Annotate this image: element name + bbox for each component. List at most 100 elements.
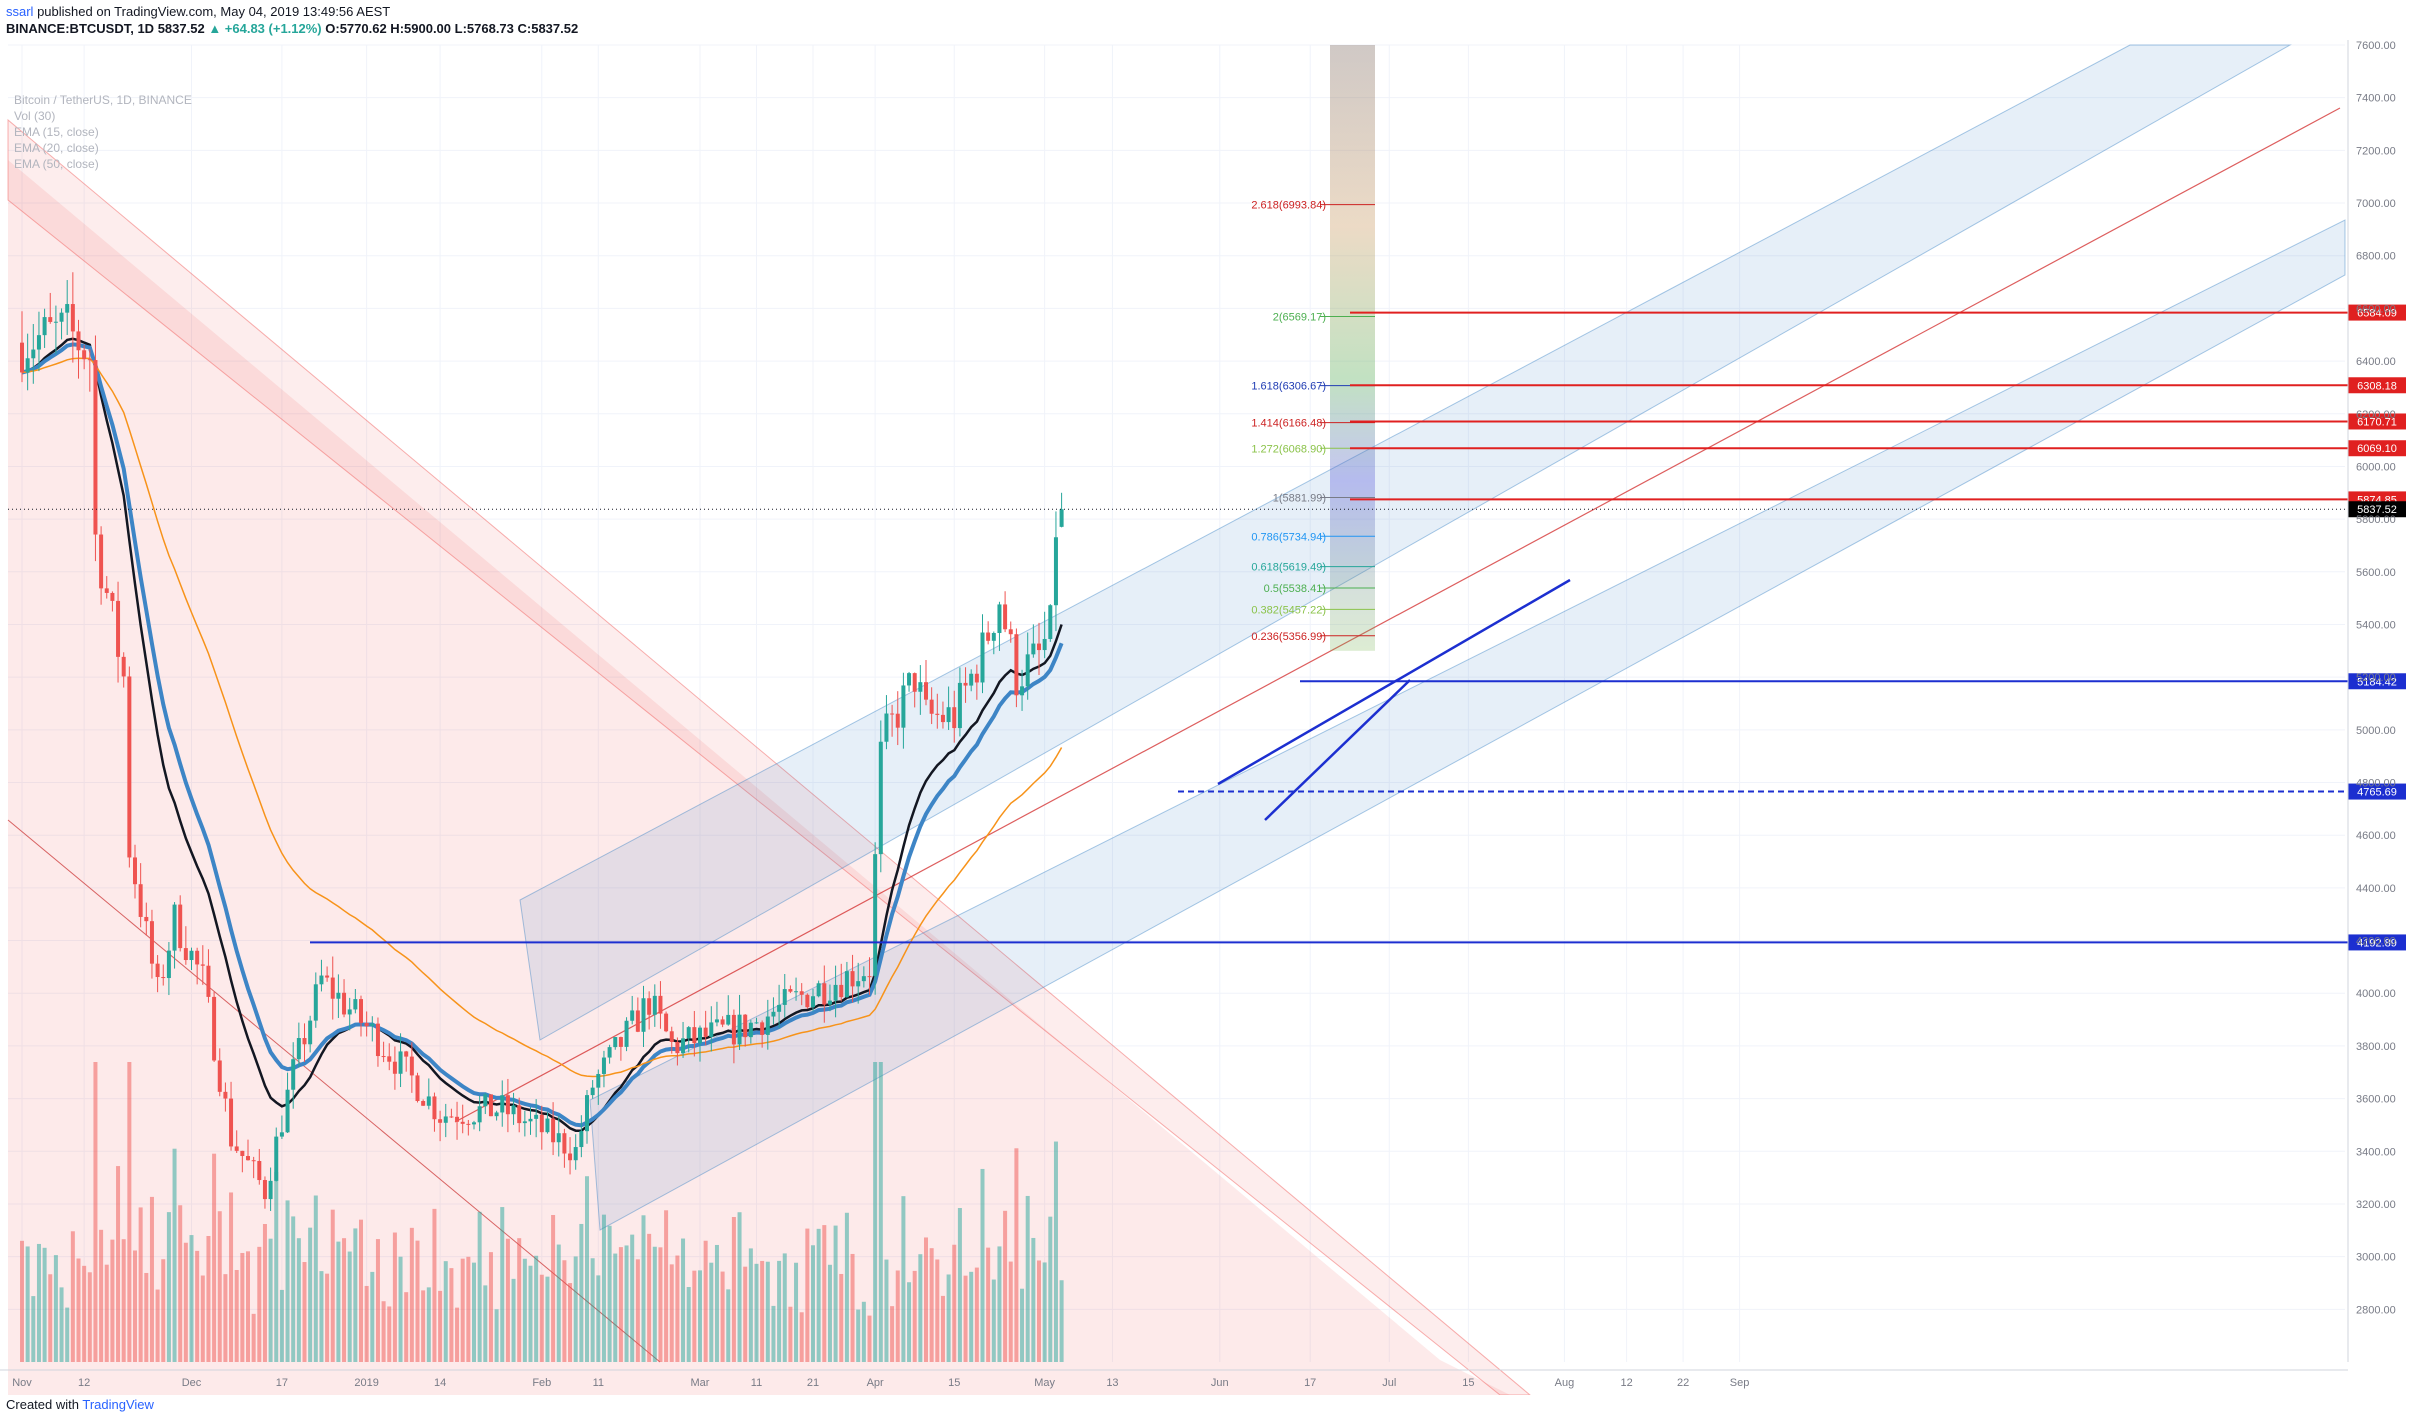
volume-bar [336,1241,341,1362]
candle-body [551,1118,556,1143]
volume-bar [1020,1288,1025,1362]
candle-body [618,1037,623,1047]
candle-body [104,588,109,593]
fib-level-label: 0.618(5619.49) [1251,562,1326,574]
time-tick-label: May [1034,1377,1055,1389]
volume-bar [630,1234,635,1362]
price-tick-label: 4200.00 [2356,936,2396,948]
candle-body [387,1056,392,1062]
volume-bar [596,1275,601,1362]
level-price-label: 6170.71 [2357,416,2397,428]
candle-body [223,1091,228,1099]
candle-body [878,741,883,855]
volume-bar [483,1285,488,1362]
candle-body [1053,537,1058,606]
candle-body [703,1027,708,1037]
time-tick-label: Sep [1730,1377,1750,1389]
candle-body [110,592,115,601]
candle-body [1031,643,1036,655]
candle-body [568,1153,573,1161]
volume-bar [206,1236,211,1362]
candle-body [884,713,889,742]
fib-level-label: 1.618(6306.67) [1251,381,1326,393]
author-link[interactable]: ssarl [6,4,34,19]
fib-level-label: 0.786(5734.94) [1251,531,1326,543]
fib-level-label: 2.618(6993.84) [1251,200,1326,212]
candle-body [438,1119,443,1123]
volume-bar [850,1253,855,1362]
volume-bar [415,1240,420,1362]
volume-bar [974,1267,979,1362]
volume-bar [404,1292,409,1362]
candle-body [980,632,985,683]
grid-lines [8,44,2345,1362]
price-tick-label: 5600.00 [2356,567,2396,579]
candle-body [1020,686,1025,696]
level-price-label: 6308.18 [2357,380,2397,392]
price-chart[interactable]: 2.618(6993.84) 2(6569.17) 1.618(6306.67) 1.… [0,40,2412,1395]
candle-body [183,948,188,961]
legend-title: Bitcoin / TetherUS, 1D, BINANCE [14,93,192,107]
time-tick-label: Nov [12,1377,32,1389]
candle-body [25,358,30,373]
volume-bar [76,1258,81,1362]
volume-bar [189,1235,194,1362]
candle-body [963,682,968,686]
chart-area[interactable]: 2.618(6993.84) 2(6569.17) 1.618(6306.67) 1.… [0,40,2412,1395]
candle-body [155,963,160,978]
footer: Created with TradingView [6,1397,154,1412]
candle-body [720,1019,725,1025]
candle-body [234,1146,239,1151]
candle-body [500,1095,505,1113]
volume-bar [426,1287,431,1362]
volume-bar [1048,1216,1053,1362]
candle-body [969,673,974,686]
candle-body [296,1038,301,1060]
volume-bar [110,1239,115,1362]
candle-body [166,950,171,979]
level-price-tag [2348,783,2406,800]
volume-bar [986,1247,991,1362]
candle-body [986,632,991,641]
volume-bar [1025,1195,1030,1362]
volume-bar [878,1062,883,1362]
volume-bar [246,1251,250,1362]
volume-bar [963,1275,968,1362]
candle-body [121,656,126,677]
regression-midline [454,107,2341,1123]
candle-body [940,714,945,723]
candle-body [698,1027,702,1044]
volume-bar [794,1262,799,1362]
created-with-text: Created with [6,1397,79,1412]
candle-body [161,977,166,979]
candle-body [353,999,358,1010]
volume-bar [488,1252,493,1362]
volume-bar [217,1211,222,1362]
volume-bar [929,1248,934,1362]
volume-bar [590,1258,595,1362]
fib-level-label: 0.236(5356.99) [1251,631,1326,643]
time-tick-label: 15 [1462,1377,1474,1389]
tradingview-logo-link[interactable]: TradingView [82,1397,154,1412]
candle-body [522,1121,527,1124]
volume-bar [195,1250,200,1362]
level-price-label: 5184.42 [2357,676,2397,688]
candle-body [737,1014,742,1045]
candle-body [867,976,872,978]
ema-50-line [21,357,1063,1078]
candle-body [585,1095,589,1132]
volume-bar [1059,1280,1064,1362]
candle-body [613,1037,618,1048]
candle-body [669,1031,674,1042]
level-price-tag [2348,934,2406,951]
time-tick-label: Aug [1555,1377,1575,1389]
candle-body [511,1105,516,1115]
volume-bar [262,1224,267,1362]
volume-bar [392,1232,397,1362]
candle-body [675,1041,680,1054]
volume-bar [924,1237,928,1362]
volume-bar [240,1252,245,1362]
price-tick-label: 5400.00 [2356,619,2396,631]
candle-body [794,991,799,993]
candle-body [359,999,363,1023]
